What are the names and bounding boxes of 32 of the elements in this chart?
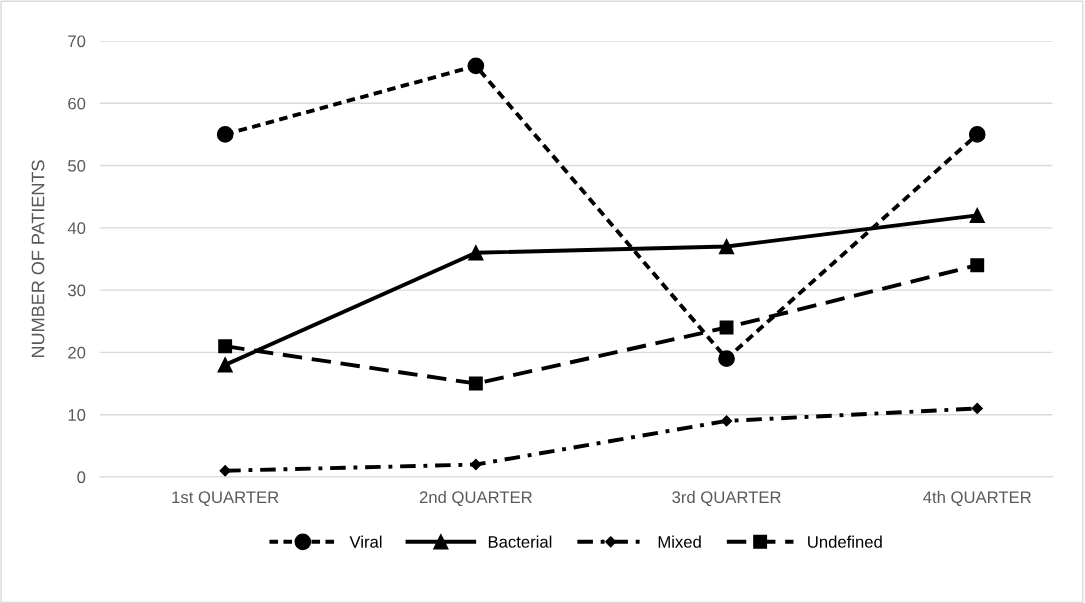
legend-label: Viral: [349, 535, 382, 548]
y-tick-label: 20: [68, 346, 86, 359]
point: [969, 207, 985, 224]
point: [718, 350, 735, 367]
y-tick-label: 50: [68, 159, 86, 172]
point: [971, 402, 983, 415]
point: [970, 258, 985, 273]
point: [218, 339, 233, 354]
y-tick-label: 30: [68, 284, 86, 297]
y-tick-label: 40: [67, 222, 86, 235]
y-tick-label: 10: [68, 409, 86, 421]
point: [470, 458, 482, 471]
y-tick-label: 60: [68, 97, 86, 110]
y-tick-label: 0: [77, 471, 86, 484]
point: [219, 465, 231, 477]
point: [720, 415, 733, 427]
y-tick-label: 70: [68, 35, 86, 48]
x-tick-label: 1st QUARTER: [172, 491, 279, 507]
x-tick-label: 4th QUARTER: [923, 490, 1031, 507]
y-axis-title: NUMBER OF PATIENTS: [31, 160, 45, 357]
point: [467, 57, 485, 75]
x-tick-label: 3rd QUARTER: [672, 490, 781, 507]
legend-label: Mixed: [658, 535, 701, 548]
legend-label: Undefined: [808, 535, 882, 548]
legend-label: Bacterial: [488, 535, 552, 548]
point: [468, 376, 483, 391]
point: [216, 126, 234, 143]
point: [718, 238, 735, 255]
point: [968, 126, 986, 143]
point: [468, 245, 484, 261]
x-tick-label: 2nd QUARTER: [419, 490, 532, 507]
point: [217, 357, 233, 373]
